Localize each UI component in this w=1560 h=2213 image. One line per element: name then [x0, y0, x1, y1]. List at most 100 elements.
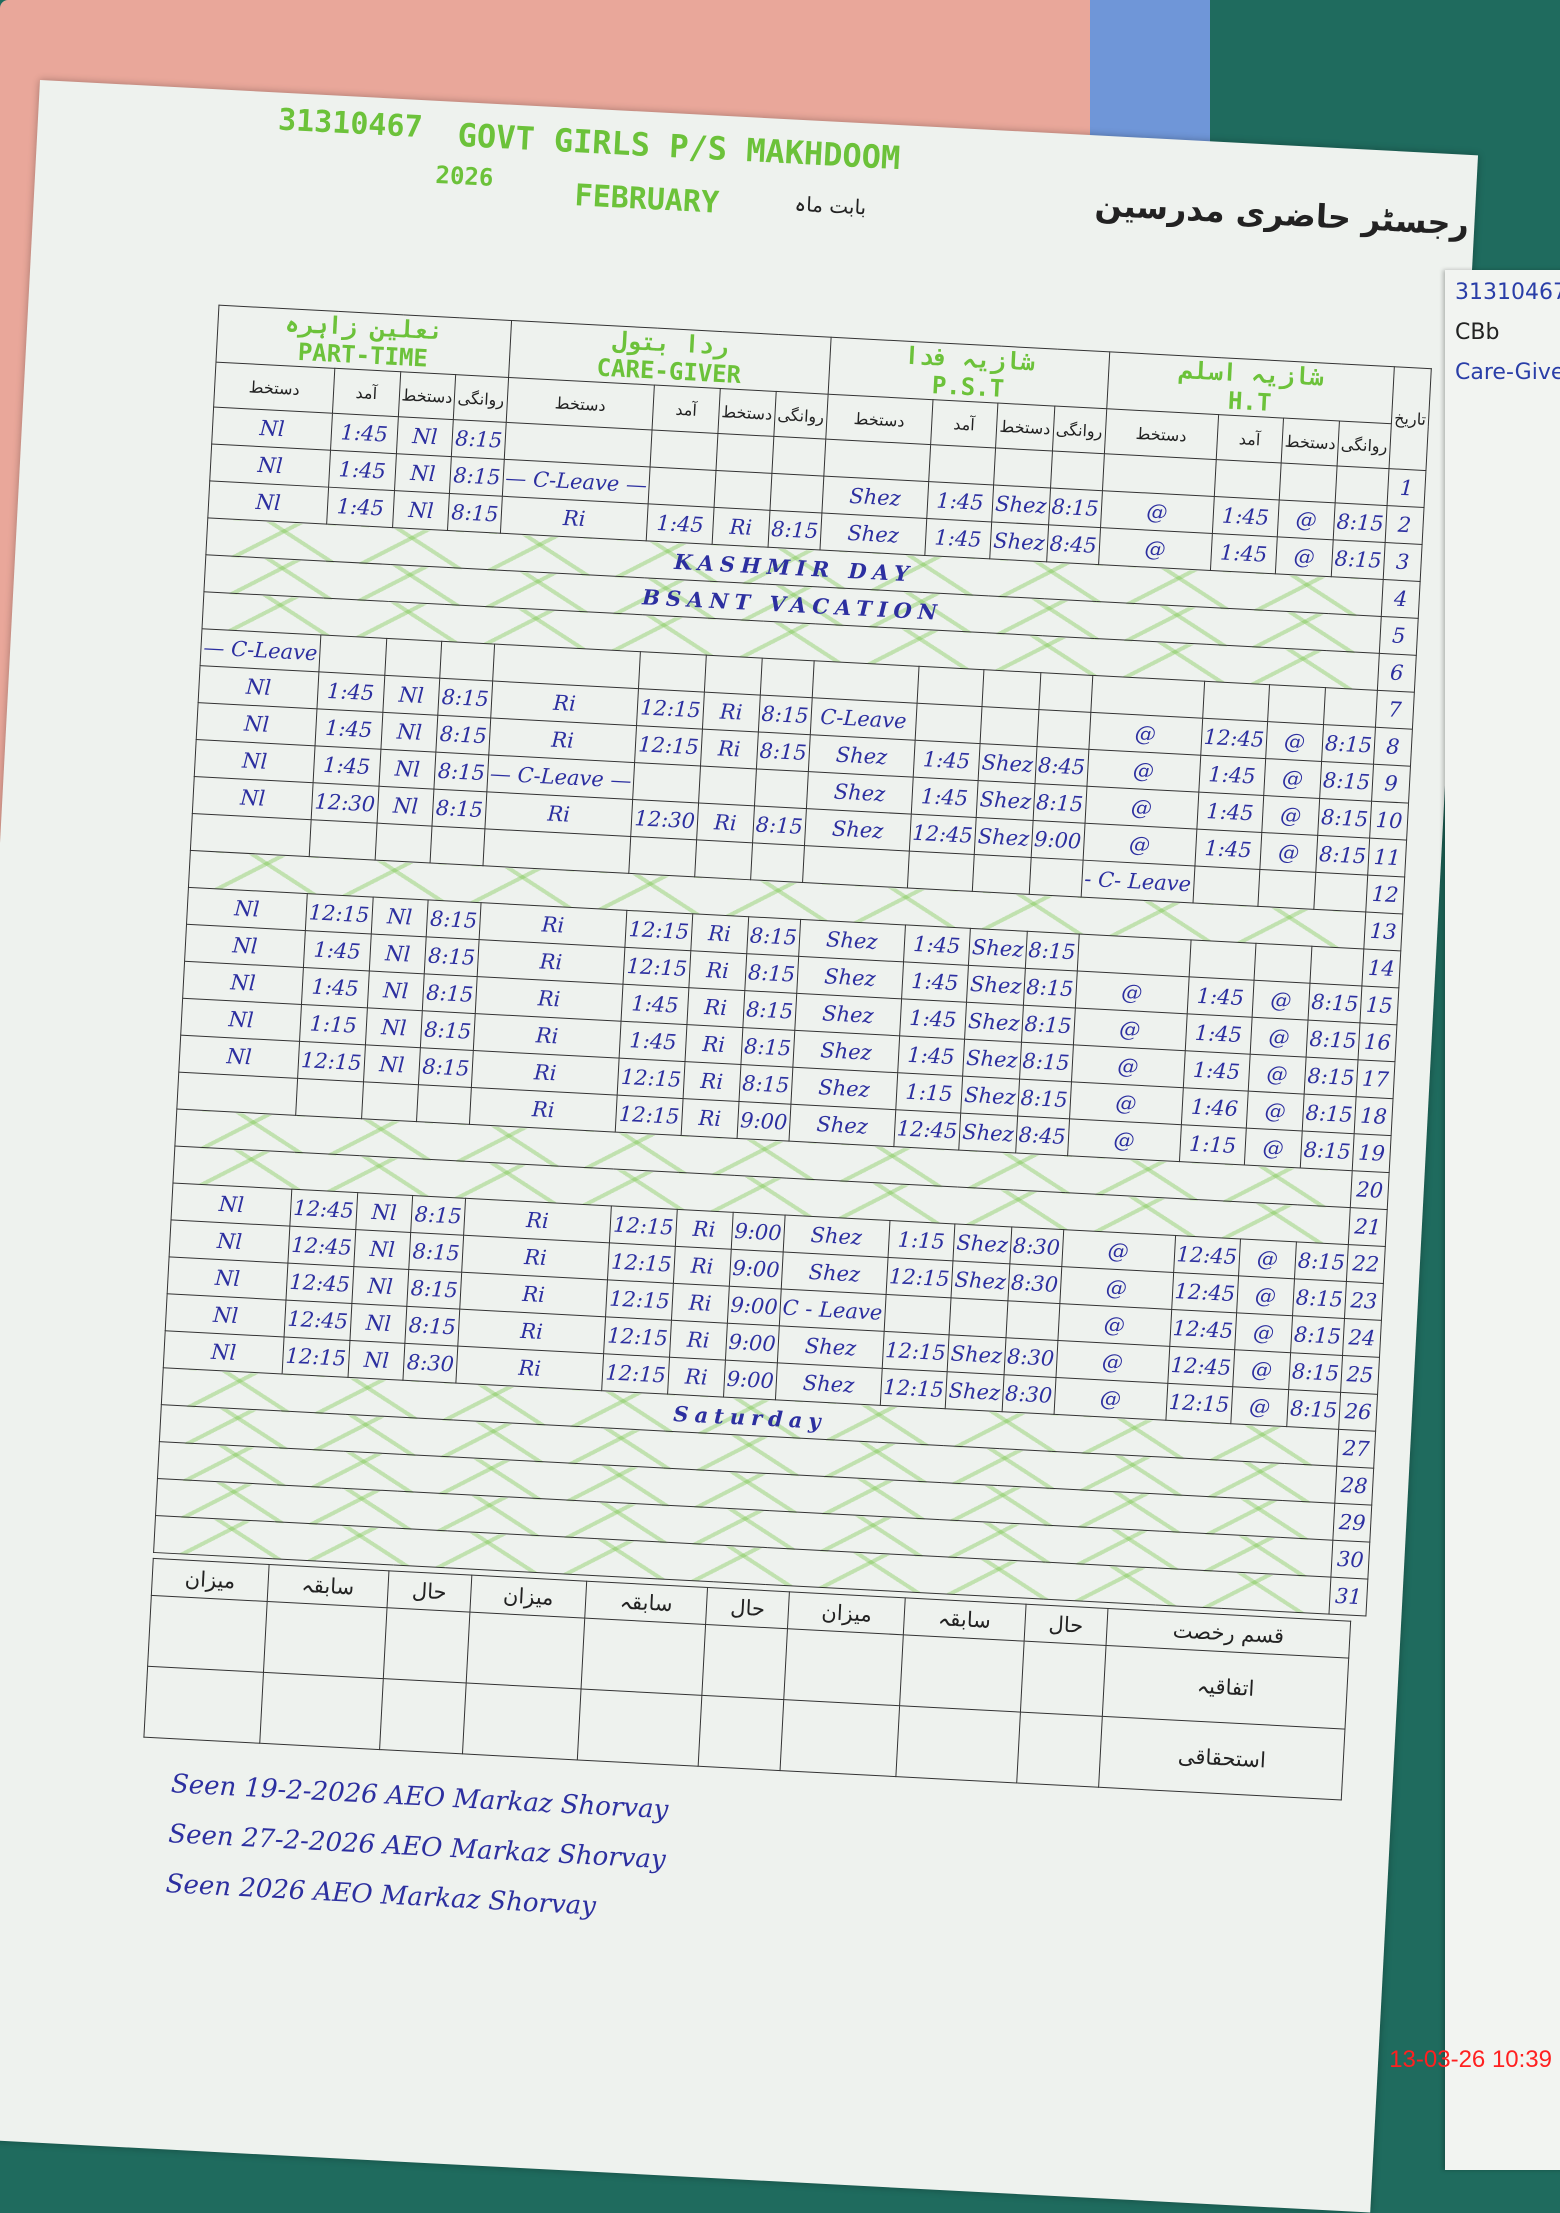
attendance-cell: @ [1100, 490, 1214, 534]
attendance-cell: 1:45 [1182, 1050, 1251, 1092]
attendance-cell: 12:45 [1167, 1346, 1235, 1387]
attendance-cell [1267, 684, 1326, 725]
day-number: 23 [1344, 1281, 1384, 1321]
blue-folder [1090, 0, 1210, 160]
attendance-cell: 12:15 [885, 1257, 954, 1298]
attendance-cell: 12:45 [893, 1109, 961, 1151]
summary-cell [143, 1666, 264, 1744]
attendance-cell [1192, 865, 1260, 907]
attendance-cell: Shez [794, 993, 902, 1036]
attendance-cell [1102, 453, 1216, 497]
attendance-cell: 8:15 [1024, 931, 1079, 971]
attendance-cell [295, 1078, 364, 1119]
attendance-cell: Ri [688, 950, 747, 991]
day-number: 29 [1332, 1503, 1372, 1543]
attendance-register-page: 31310467 GOVT GIRLS P/S MAKHDOOM 2026 FE… [0, 80, 1479, 2213]
attendance-cell: Nl [182, 961, 304, 1005]
column-header-signature: دستخط [825, 394, 933, 445]
attendance-cell: 12:15 [881, 1331, 950, 1372]
attendance-cell: Shez [951, 1260, 1010, 1301]
day-number: 1 [1387, 468, 1426, 508]
attendance-cell: Ri [711, 507, 770, 548]
attendance-cell: 12:15 [297, 1041, 366, 1082]
attendance-cell: @ [1088, 712, 1203, 756]
summary-label: حال [705, 1587, 790, 1629]
attendance-cell: @ [1067, 1118, 1181, 1162]
school-name: GOVT GIRLS P/S MAKHDOOM [456, 115, 902, 178]
attendance-cell [704, 655, 762, 696]
attendance-cell: 8:15 [1319, 761, 1374, 802]
attendance-cell: 12:15 [601, 1353, 670, 1395]
attendance-cell: 12:15 [634, 725, 703, 766]
attendance-cell: Shez [783, 1215, 890, 1258]
summary-cell [701, 1624, 788, 1700]
attendance-cell: 8:15 [1021, 1005, 1076, 1045]
attendance-cell: 8:15 [1300, 1130, 1355, 1171]
summary-cell [383, 1607, 470, 1683]
attendance-cell: 1:45 [903, 924, 971, 966]
attendance-cell [771, 436, 826, 477]
attendance-cell: Nl [392, 490, 450, 531]
day-number: 8 [1373, 727, 1413, 767]
leave-note: C - Leave [779, 1288, 886, 1332]
attendance-cell: 8:15 [746, 916, 801, 957]
attendance-cell: Ri [702, 692, 761, 732]
attendance-cell [1213, 459, 1282, 500]
attendance-cell: 8:15 [752, 805, 807, 846]
attendance-cell: 8:15 [1286, 1389, 1341, 1430]
attendance-cell: 8:15 [418, 1047, 473, 1088]
attendance-cell: 1:45 [1186, 976, 1255, 1018]
summary-cell [581, 1618, 706, 1696]
attendance-cell [1036, 709, 1091, 750]
attendance-cell: 8:15 [1048, 487, 1103, 528]
day-number: 12 [1365, 875, 1405, 914]
attendance-cell: 1:45 [1209, 533, 1278, 574]
attendance-cell: Nl [211, 407, 333, 451]
attendance-cell: 8:15 [424, 936, 479, 977]
attendance-cell: Shez [991, 484, 1051, 525]
attendance-cell: 8:15 [1022, 968, 1077, 1008]
summary-label: حال [1023, 1604, 1109, 1646]
attendance-cell: 8:30 [403, 1343, 458, 1384]
attendance-cell: Shez [808, 734, 915, 778]
attendance-cell: Nl [169, 1219, 290, 1264]
attendance-cell: 8:15 [1317, 798, 1372, 839]
column-header-departure: روانگی [1336, 420, 1392, 469]
attendance-cell: Shez [976, 780, 1035, 821]
attendance-cell: Nl [366, 970, 425, 1011]
summary-cell [1016, 1712, 1103, 1788]
attendance-cell: 1:15 [887, 1220, 956, 1261]
attendance-cell [176, 1072, 298, 1116]
attendance-cell: 1:45 [646, 503, 714, 545]
attendance-cell: @ [1250, 1017, 1308, 1058]
photo-timestamp: 13-03-26 10:39 [1389, 2046, 1552, 2073]
column-header-signature: دستخط [717, 388, 776, 437]
attendance-cell: 8:15 [422, 973, 477, 1014]
attendance-cell [1028, 857, 1083, 898]
day-number: 16 [1358, 1022, 1397, 1062]
attendance-cell [440, 641, 495, 681]
attendance-cell [1090, 675, 1205, 719]
attendance-cell: 8:15 [420, 1010, 475, 1051]
attendance-cell [1335, 465, 1390, 506]
day-number: 19 [1352, 1133, 1392, 1173]
attendance-cell: @ [1059, 1266, 1174, 1310]
attendance-cell: Shez [819, 513, 927, 556]
attendance-cell: 1:45 [901, 961, 969, 1003]
attendance-cell: Shez [781, 1251, 888, 1295]
attendance-cell: @ [1057, 1303, 1172, 1347]
leave-note: — C-Leave [200, 628, 321, 672]
year: 2026 [434, 160, 495, 192]
summary-cell [147, 1595, 267, 1673]
summary-label: میزان [787, 1591, 906, 1635]
attendance-cell: Ri [680, 1098, 739, 1139]
attendance-cell: Ri [671, 1283, 730, 1324]
attendance-cell: 8:30 [1007, 1263, 1062, 1304]
attendance-cell: 1:15 [895, 1072, 963, 1114]
attendance-cell: 8:15 [1304, 1057, 1359, 1097]
attendance-cell: @ [1277, 499, 1336, 540]
summary-cell [462, 1682, 582, 1760]
attendance-cell [713, 470, 772, 511]
attendance-cell: 8:15 [407, 1269, 462, 1310]
summary-cell [899, 1634, 1024, 1713]
